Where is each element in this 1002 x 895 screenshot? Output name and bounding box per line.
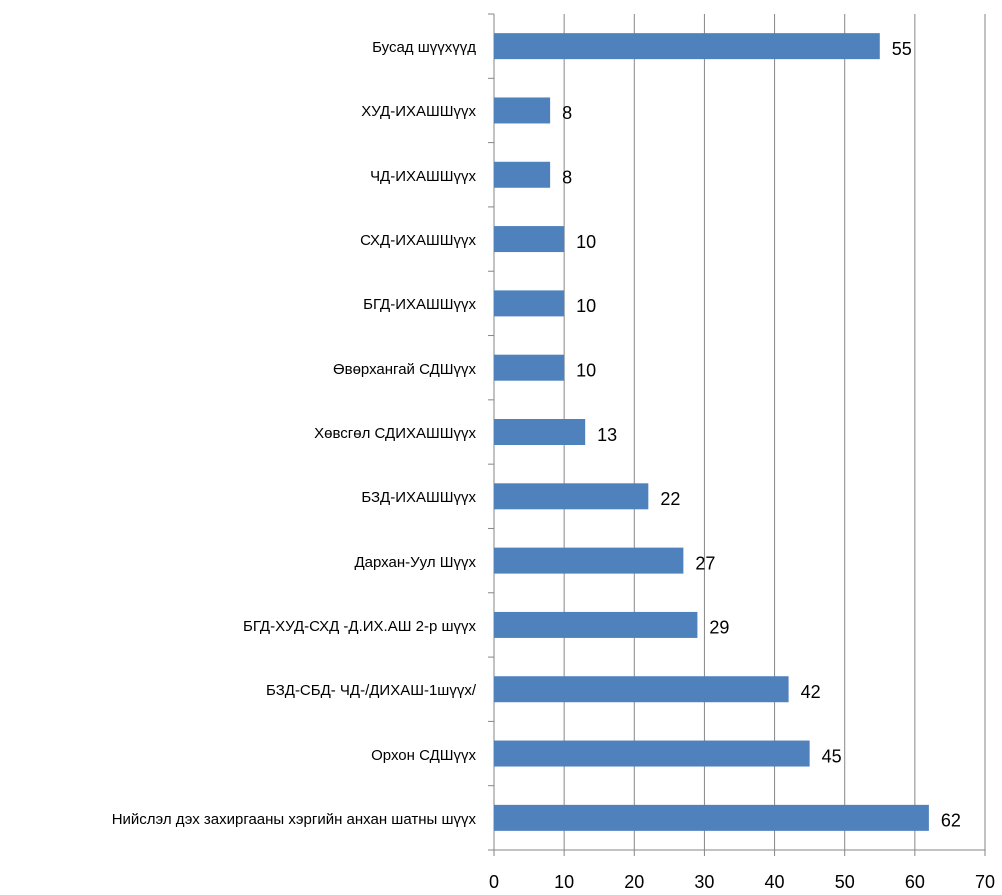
bar	[494, 419, 586, 445]
value-label: 45	[822, 746, 842, 766]
bar	[494, 33, 880, 60]
y-tick-label: Бусад шүүхүүд	[372, 39, 476, 57]
value-label: 62	[941, 811, 961, 831]
y-tick-label: БЗД-СБД- ЧД-/ДИХАШ-1шүүх/	[266, 682, 476, 700]
bar	[494, 547, 684, 574]
value-label: 10	[576, 296, 596, 316]
x-tick-label: 50	[835, 872, 855, 892]
x-tick-label: 10	[554, 872, 574, 892]
y-tick-label: СХД-ИХАШШүүх	[360, 232, 476, 250]
bar	[494, 611, 698, 638]
bar	[494, 97, 551, 124]
y-tick-label: Хөвсгөл СДИХАШШүүх	[314, 425, 476, 442]
y-tick-label: ЧД-ИХАШШүүх	[370, 167, 476, 185]
value-label: 55	[892, 39, 912, 59]
x-tick-label: 0	[489, 872, 499, 892]
y-tick-label: БЗД-ИХАШШүүх	[361, 489, 476, 507]
value-label: 8	[562, 103, 572, 123]
bar	[494, 676, 789, 703]
value-label: 10	[576, 232, 596, 252]
y-tick-label: Дархан-Уул Шүүх	[354, 553, 477, 571]
value-label: 29	[709, 618, 729, 638]
bar	[494, 161, 551, 188]
bar	[494, 290, 565, 317]
y-tick-label: ХУД-ИХАШШүүх	[361, 103, 476, 121]
x-tick-label: 20	[624, 872, 644, 892]
bar	[494, 354, 565, 381]
value-label: 27	[695, 553, 715, 573]
bar	[494, 740, 810, 767]
bar	[494, 804, 929, 831]
value-label: 10	[576, 360, 596, 380]
y-tick-label: Орхон СДШүүх	[371, 746, 476, 764]
bar	[494, 483, 649, 510]
value-label: 13	[597, 425, 617, 445]
y-tick-label: БГД-ХУД-СХД -Д.ИХ.АШ 2-р шүүх	[242, 617, 476, 635]
bar	[494, 226, 565, 253]
x-tick-label: 40	[765, 872, 785, 892]
x-tick-label: 70	[975, 872, 995, 892]
x-tick-label: 30	[694, 872, 714, 892]
y-tick-label: Өвөрхангай СДШүүх	[332, 360, 476, 378]
y-tick-label: БГД-ИХАШШүүх	[363, 296, 476, 314]
value-label: 22	[660, 489, 680, 509]
value-label: 8	[562, 168, 572, 188]
y-tick-label: Нийслэл дэх захиргааны хэргийн анхан шат…	[111, 810, 476, 828]
value-label: 42	[801, 682, 821, 702]
x-tick-label: 60	[905, 872, 925, 892]
